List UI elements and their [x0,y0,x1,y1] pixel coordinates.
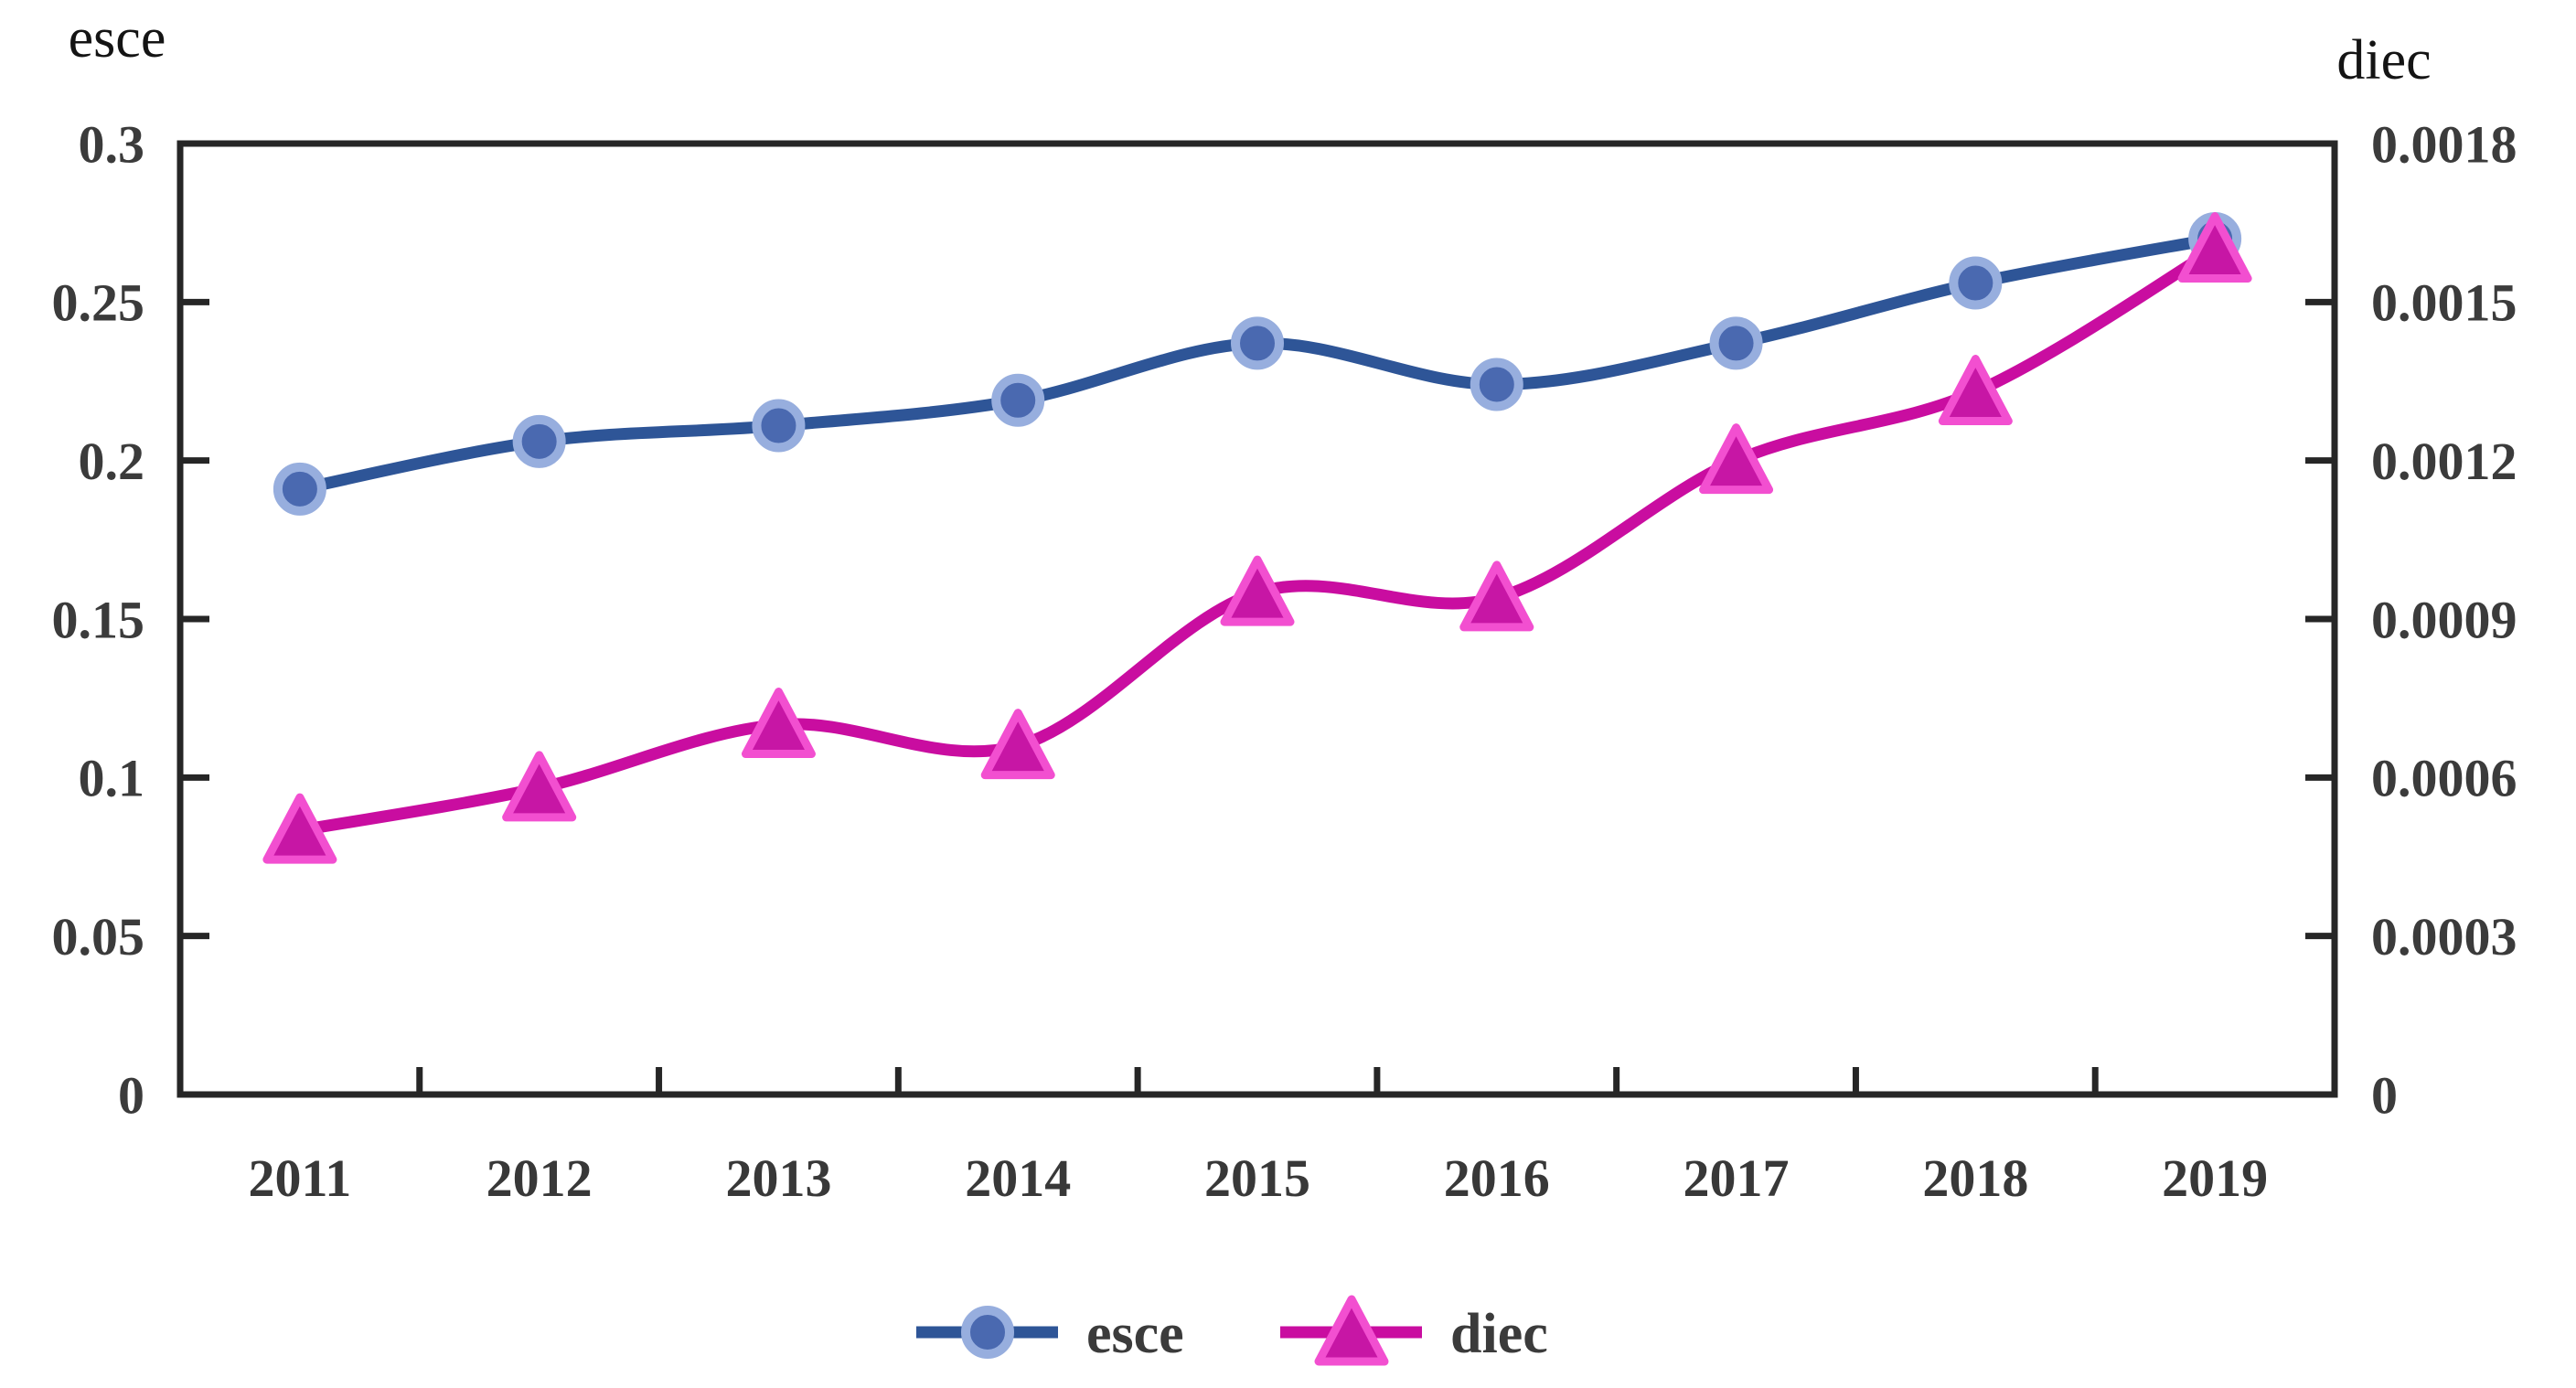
x-axis-category-label: 2016 [1444,1148,1550,1208]
legend-label-diec: diec [1450,1303,1548,1365]
esce-marker [991,373,1045,427]
diec-marker [980,709,1055,780]
right-axis-tick-label: 0 [2371,1065,2398,1125]
diec-marker [502,751,577,822]
diec-marker [262,793,337,864]
right-axis-tick-label: 0.0012 [2371,432,2517,491]
diec-marker [2177,212,2252,283]
right-axis-tick-label: 0.0015 [2371,273,2517,333]
legend-label-esce: esce [1086,1303,1184,1365]
axes [176,140,2338,1098]
x-axis-category-label: 2018 [1922,1148,2028,1208]
right-axis-tick-label: 0.0006 [2371,749,2517,808]
legend: esce diec [916,1295,1548,1366]
right-axis-tick-label: 0.0018 [2371,114,2517,174]
right-axis-tick-label: 0.0003 [2371,907,2517,966]
x-axis-category-label: 2013 [725,1148,831,1208]
left-axis-title: esce [69,7,166,69]
diec-marker [1314,1295,1389,1366]
left-axis-tick-label: 0.15 [52,590,145,649]
x-axis-category-label: 2012 [486,1148,593,1208]
x-axis-category-label: 2015 [1204,1148,1310,1208]
esce-marker [1470,358,1523,411]
diec-marker [741,688,816,759]
diec-marker [1459,561,1534,632]
esce-marker [512,414,566,468]
x-axis-category-label: 2017 [1683,1148,1790,1208]
left-axis-tick-label: 0.1 [79,749,145,808]
x-axis-category-label: 2014 [965,1148,1071,1208]
left-axis-tick-label: 0.05 [52,907,145,966]
esce-marker [1949,256,2003,310]
esce-marker [1231,316,1284,370]
diec-marker [1220,555,1295,626]
left-axis-tick-label: 0.3 [79,114,145,174]
x-axis-category-label: 2019 [2162,1148,2268,1208]
right-axis-title: diec [2336,29,2431,91]
esce-marker [1709,316,1763,370]
left-axis-tick-label: 0 [118,1065,144,1125]
esce-marker [273,462,326,516]
left-axis-tick-label: 0.25 [52,273,145,333]
esce-marker [961,1306,1014,1359]
series [262,212,2252,864]
x-axis-category-label: 2011 [248,1148,351,1208]
diec-marker [1938,355,2013,426]
diec-marker [1699,423,1774,495]
esce-marker [752,399,806,453]
tick-labels: 0 0.05 0.1 0.15 0.2 0.25 0.3 0 0.0003 0.0006 0.000… [52,114,2517,1208]
right-axis-tick-label: 0.0009 [2371,590,2517,649]
left-axis-tick-label: 0.2 [79,432,145,491]
